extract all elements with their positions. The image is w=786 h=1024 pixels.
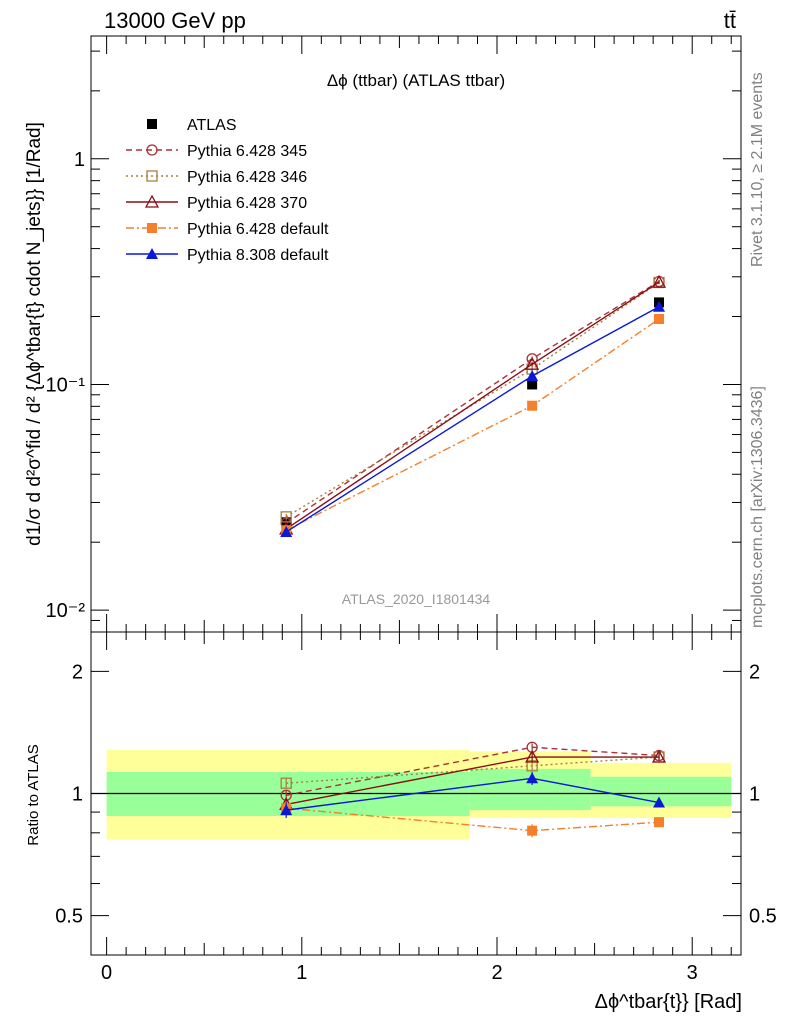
main-y-axis-ticks: 10⁻² 10⁻¹ 1 [46,36,741,633]
ratio-y-tick-label: 2 [72,661,83,683]
legend-marker [147,119,157,129]
main-series-group [279,274,667,537]
legend-label: Pythia 6.428 370 [187,195,307,212]
ratio-data-point [280,777,292,789]
legend-marker [146,170,158,182]
main-y-axis-label: d1/σ d d²σ^fid / d² {Δϕ^tbar{t} cdot N_j… [24,122,45,546]
legend-label: Pythia 8.308 default [187,247,329,264]
ratio-data-point [527,825,538,836]
main-data-point [651,274,667,288]
ratio-x-tick-label: 1 [296,962,307,984]
main-data-point [280,525,293,537]
main-plot-title: Δϕ (ttbar) (ATLAS ttbar) [327,71,505,90]
ratio-y-tick-label: 1 [72,784,83,806]
ratio-data-point [526,772,539,784]
ratio-plot-panel: Ratio to ATLAS Δϕ^tbar{t}} [Rad] 0.5 0.5 1… [25,631,777,1013]
ratio-data-point [525,749,540,763]
main-plot-watermark: ATLAS_2020_I1801434 [342,591,491,607]
ratio-y-tick-label: 0.5 [55,906,83,928]
legend-marker [146,144,158,156]
legend-label: Pythia 6.428 default [187,221,329,238]
header-right-label: tt̄ [724,8,736,33]
ratio-band-green [469,768,591,811]
ratio-x-tick-label: 3 [687,962,698,984]
main-series-1 [280,275,665,529]
legend-label: Pythia 6.428 345 [187,143,307,160]
legend: ATLAS Pythia 6.428 345 Pythia 6.428 346 Pyt… [126,117,329,264]
main-y-tick-label: 10⁻¹ [46,374,86,396]
legend-marker [144,194,160,208]
legend-label: Pythia 6.428 346 [187,169,307,186]
main-series-line [285,281,660,530]
main-y-tick-label: 10⁻² [46,600,86,622]
main-data-point [527,379,538,390]
main-series-line [285,318,660,531]
ratio-data-point [651,749,667,763]
ratio-x-axis-label: Δϕ^tbar{t}} [Rad] [595,991,742,1013]
ratio-uncertainty-bands [91,749,741,840]
header-left-label: 13000 GeV pp [104,8,246,33]
main-y-tick-label: 1 [74,149,85,171]
ratio-data-point [280,804,293,816]
ratio-y-axis-label: Ratio to ATLAS [25,744,42,845]
main-series-4 [281,314,665,536]
side-label-top: Rivet 3.1.10, ≥ 2.1M events [749,72,766,267]
ratio-series-4 [280,771,666,819]
main-data-point [525,356,540,370]
legend-label: ATLAS [187,117,237,134]
ratio-x-tick-label: 2 [491,962,502,984]
ratio-data-point [653,796,666,808]
main-data-point [654,314,665,325]
side-label-bottom: mcplots.cern.ch [arXiv:1306.3436] [749,386,766,628]
legend-marker [147,223,157,233]
main-series-5 [280,300,666,537]
ratio-y-tick-label-right: 2 [749,661,760,683]
main-series-3 [279,274,667,535]
main-data-point [653,300,666,312]
main-series-line [285,306,660,533]
main-plot-panel: Δϕ (ttbar) (ATLAS ttbar) ATLAS_2020_I180… [24,35,742,633]
ratio-y-tick-label-right: 1 [749,784,760,806]
ratio-data-point [654,817,665,828]
legend-marker [146,248,158,259]
ratio-y-tick-label-right: 0.5 [749,906,777,928]
main-data-point [526,370,539,382]
ratio-series-group [279,741,667,838]
ratio-x-tick-label: 0 [101,962,112,984]
ratio-axis-ticks: 0.5 0.5 1 1 2 2 0 1 2 3 [55,632,777,984]
main-data-point [527,400,538,411]
